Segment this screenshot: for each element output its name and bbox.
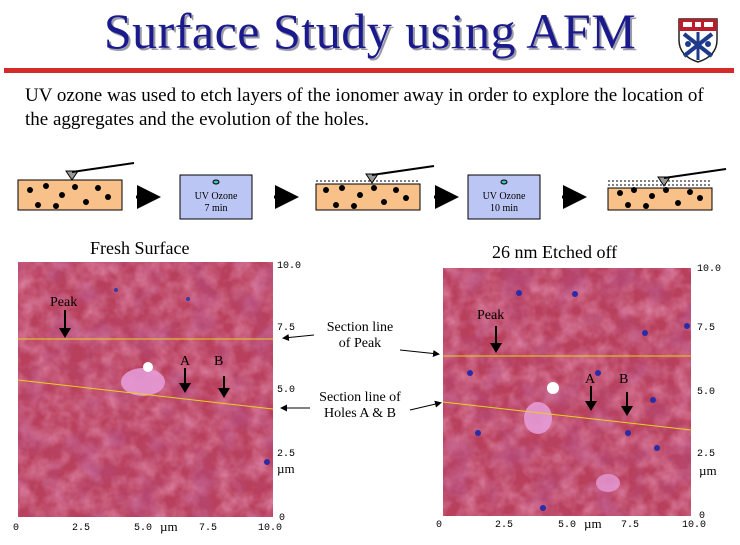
peak-label-right: Peak (477, 308, 504, 323)
right-xtick: 10.0 (682, 520, 707, 531)
left-ytick: 5.0 (277, 385, 296, 396)
right-xtick: 2.5 (495, 520, 514, 531)
left-ytick: 2.5 (277, 449, 296, 460)
uv-ozone-box-2: UV Ozone 10 min (467, 174, 541, 220)
holes-section-note: Section line of Holes A & B (300, 390, 420, 422)
left-ytick: 7.5 (277, 323, 296, 334)
right-ytick: 7.5 (697, 323, 716, 334)
left-ytick: 0 (279, 513, 286, 524)
sample-film-etched-1 (315, 165, 435, 211)
right-xtick: 5.0 (558, 520, 577, 531)
right-xtick: 0 (436, 520, 443, 531)
right-y-unit: µm (699, 463, 717, 478)
uv-ozone-label-1: UV Ozone (195, 191, 238, 202)
left-xtick: 10.0 (258, 523, 283, 534)
hole-b-label-left: B (214, 354, 223, 369)
right-ytick: 0 (699, 511, 706, 522)
holes-section-note-line1: Section line of (319, 390, 401, 405)
intro-text: UV ozone was used to etch layers of the … (25, 85, 704, 130)
right-xtick: 7.5 (621, 520, 640, 531)
peak-section-note-line2: of Peak (338, 336, 382, 351)
annotation-arrows (280, 334, 442, 412)
etched-surface-title: 26 nm Etched off (492, 242, 618, 262)
left-xtick: 2.5 (72, 523, 91, 534)
left-xtick: 5.0 (134, 523, 153, 534)
slide-title: Surface Study using AFM (103, 3, 637, 59)
left-y-unit: µm (277, 461, 295, 476)
left-xtick: 0 (13, 523, 20, 534)
hole-b-label-right: B (619, 372, 628, 387)
uv-ozone-time-2: 10 min (490, 203, 518, 214)
uv-ozone-box-1: UV Ozone 7 min (179, 174, 253, 220)
uv-ozone-label-2: UV Ozone (483, 191, 526, 202)
title-underline (4, 68, 734, 73)
right-x-unit: µm (584, 516, 602, 531)
sample-film-etched-2 (607, 168, 727, 211)
left-x-unit: µm (160, 519, 178, 534)
uv-ozone-time-1: 7 min (204, 203, 227, 214)
holes-section-note-line2: Holes A & B (324, 406, 396, 421)
right-ytick: 2.5 (697, 449, 716, 460)
right-ytick: 10.0 (697, 264, 722, 275)
etching-process-diagram: UV Ozone 7 min UV Ozone 10 min (17, 162, 727, 220)
afm-image-fresh: Peak A B (18, 262, 273, 517)
fresh-surface-title: Fresh Surface (90, 238, 190, 258)
sample-film-initial (17, 162, 135, 211)
peak-label-left: Peak (50, 295, 77, 310)
afm-image-etched: Peak A B (443, 268, 691, 516)
university-shield-logo (678, 18, 718, 63)
right-ytick: 5.0 (697, 387, 716, 398)
peak-section-note: Section line of Peak (300, 320, 420, 352)
left-xtick: 7.5 (199, 523, 218, 534)
peak-section-note-line1: Section line (326, 320, 394, 335)
hole-a-label-left: A (180, 354, 191, 369)
left-ytick: 10.0 (277, 261, 302, 272)
hole-a-label-right: A (585, 372, 596, 387)
